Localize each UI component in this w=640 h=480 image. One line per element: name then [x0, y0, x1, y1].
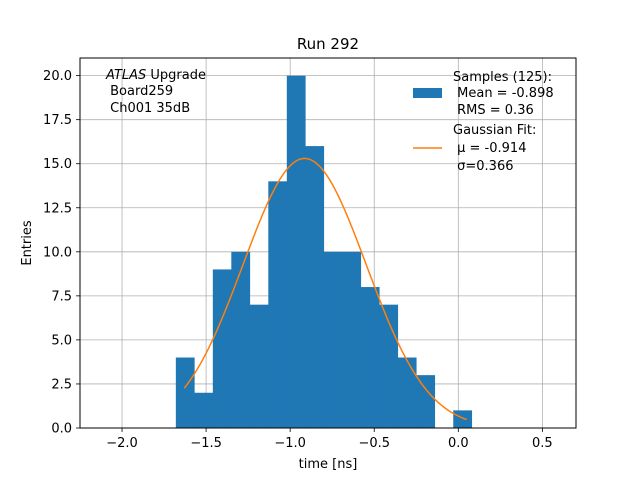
- legend-histogram-rms: RMS = 0.36: [453, 103, 534, 118]
- histogram-bar: [231, 251, 251, 428]
- chart-title: Run 292: [297, 35, 359, 53]
- y-tick-label: 17.5: [43, 113, 72, 128]
- x-axis-label: time [ns]: [299, 457, 358, 472]
- plot-frame: [79, 57, 577, 429]
- x-tick-label: −1.5: [190, 436, 222, 451]
- y-tick-label: 10.0: [43, 245, 72, 260]
- x-axis-ticks: −2.0 −1.5 −1.0 −0.5 0.0 0.5: [106, 428, 553, 451]
- x-tick-label: −2.0: [106, 436, 138, 451]
- atlas-annotation-board: Board259: [106, 84, 173, 99]
- legend-histogram-title: Samples (125):: [453, 70, 552, 85]
- y-tick-label: 20.0: [43, 69, 72, 84]
- atlas-annotation-upgrade: Upgrade: [146, 68, 206, 83]
- atlas-annotation-italic: ATLAS: [105, 68, 146, 83]
- histogram-bar: [323, 251, 343, 428]
- x-tick-label: 0.5: [532, 436, 553, 451]
- histogram-bar: [379, 304, 399, 428]
- histogram-bar: [342, 251, 362, 428]
- legend-histogram-swatch: [413, 88, 442, 98]
- gaussian-fit-curve: [183, 157, 467, 421]
- histogram-bar: [212, 269, 232, 428]
- y-tick-label: 2.5: [51, 377, 72, 392]
- histogram-bar: [175, 357, 195, 428]
- y-tick-label: 5.0: [51, 333, 72, 348]
- x-tick-label: 0.0: [448, 436, 469, 451]
- y-tick-label: 7.5: [51, 289, 72, 304]
- y-tick-label: 0.0: [51, 422, 72, 437]
- y-axis-label: Entries: [20, 220, 35, 266]
- histogram-bar: [397, 357, 417, 428]
- x-tick-label: −1.0: [274, 436, 306, 451]
- histogram-bar: [249, 304, 269, 428]
- legend-fit-title: Gaussian Fit:: [453, 123, 536, 138]
- histogram-bar: [416, 375, 436, 428]
- y-tick-label: 15.0: [43, 157, 72, 172]
- histogram-bar: [305, 146, 325, 428]
- histogram-bar: [286, 75, 306, 428]
- legend: Samples (125): Mean = -0.898 RMS = 0.36 …: [413, 70, 554, 174]
- atlas-annotation-channel: Ch001 35dB: [106, 101, 190, 116]
- y-tick-label: 12.5: [43, 201, 72, 216]
- x-tick-label: −0.5: [358, 436, 390, 451]
- histogram-bar: [453, 410, 473, 428]
- histogram-bar: [360, 287, 380, 428]
- legend-histogram-mean: Mean = -0.898: [453, 86, 554, 101]
- atlas-annotation-line1: ATLAS Upgrade: [105, 68, 206, 83]
- histogram-bar: [268, 181, 288, 428]
- atlas-annotation: ATLAS Upgrade Board259 Ch001 35dB: [105, 68, 206, 116]
- gaussian-fit-layer: [183, 157, 467, 421]
- histogram-bar: [194, 392, 214, 428]
- y-axis-ticks: 0.0 2.5 5.0 7.5 10.0 12.5 15.0 17.5 20.0: [43, 69, 80, 437]
- legend-fit-mu: μ = -0.914: [453, 141, 526, 156]
- legend-fit-sigma: σ=0.366: [453, 159, 513, 174]
- histogram-bars: [175, 75, 473, 428]
